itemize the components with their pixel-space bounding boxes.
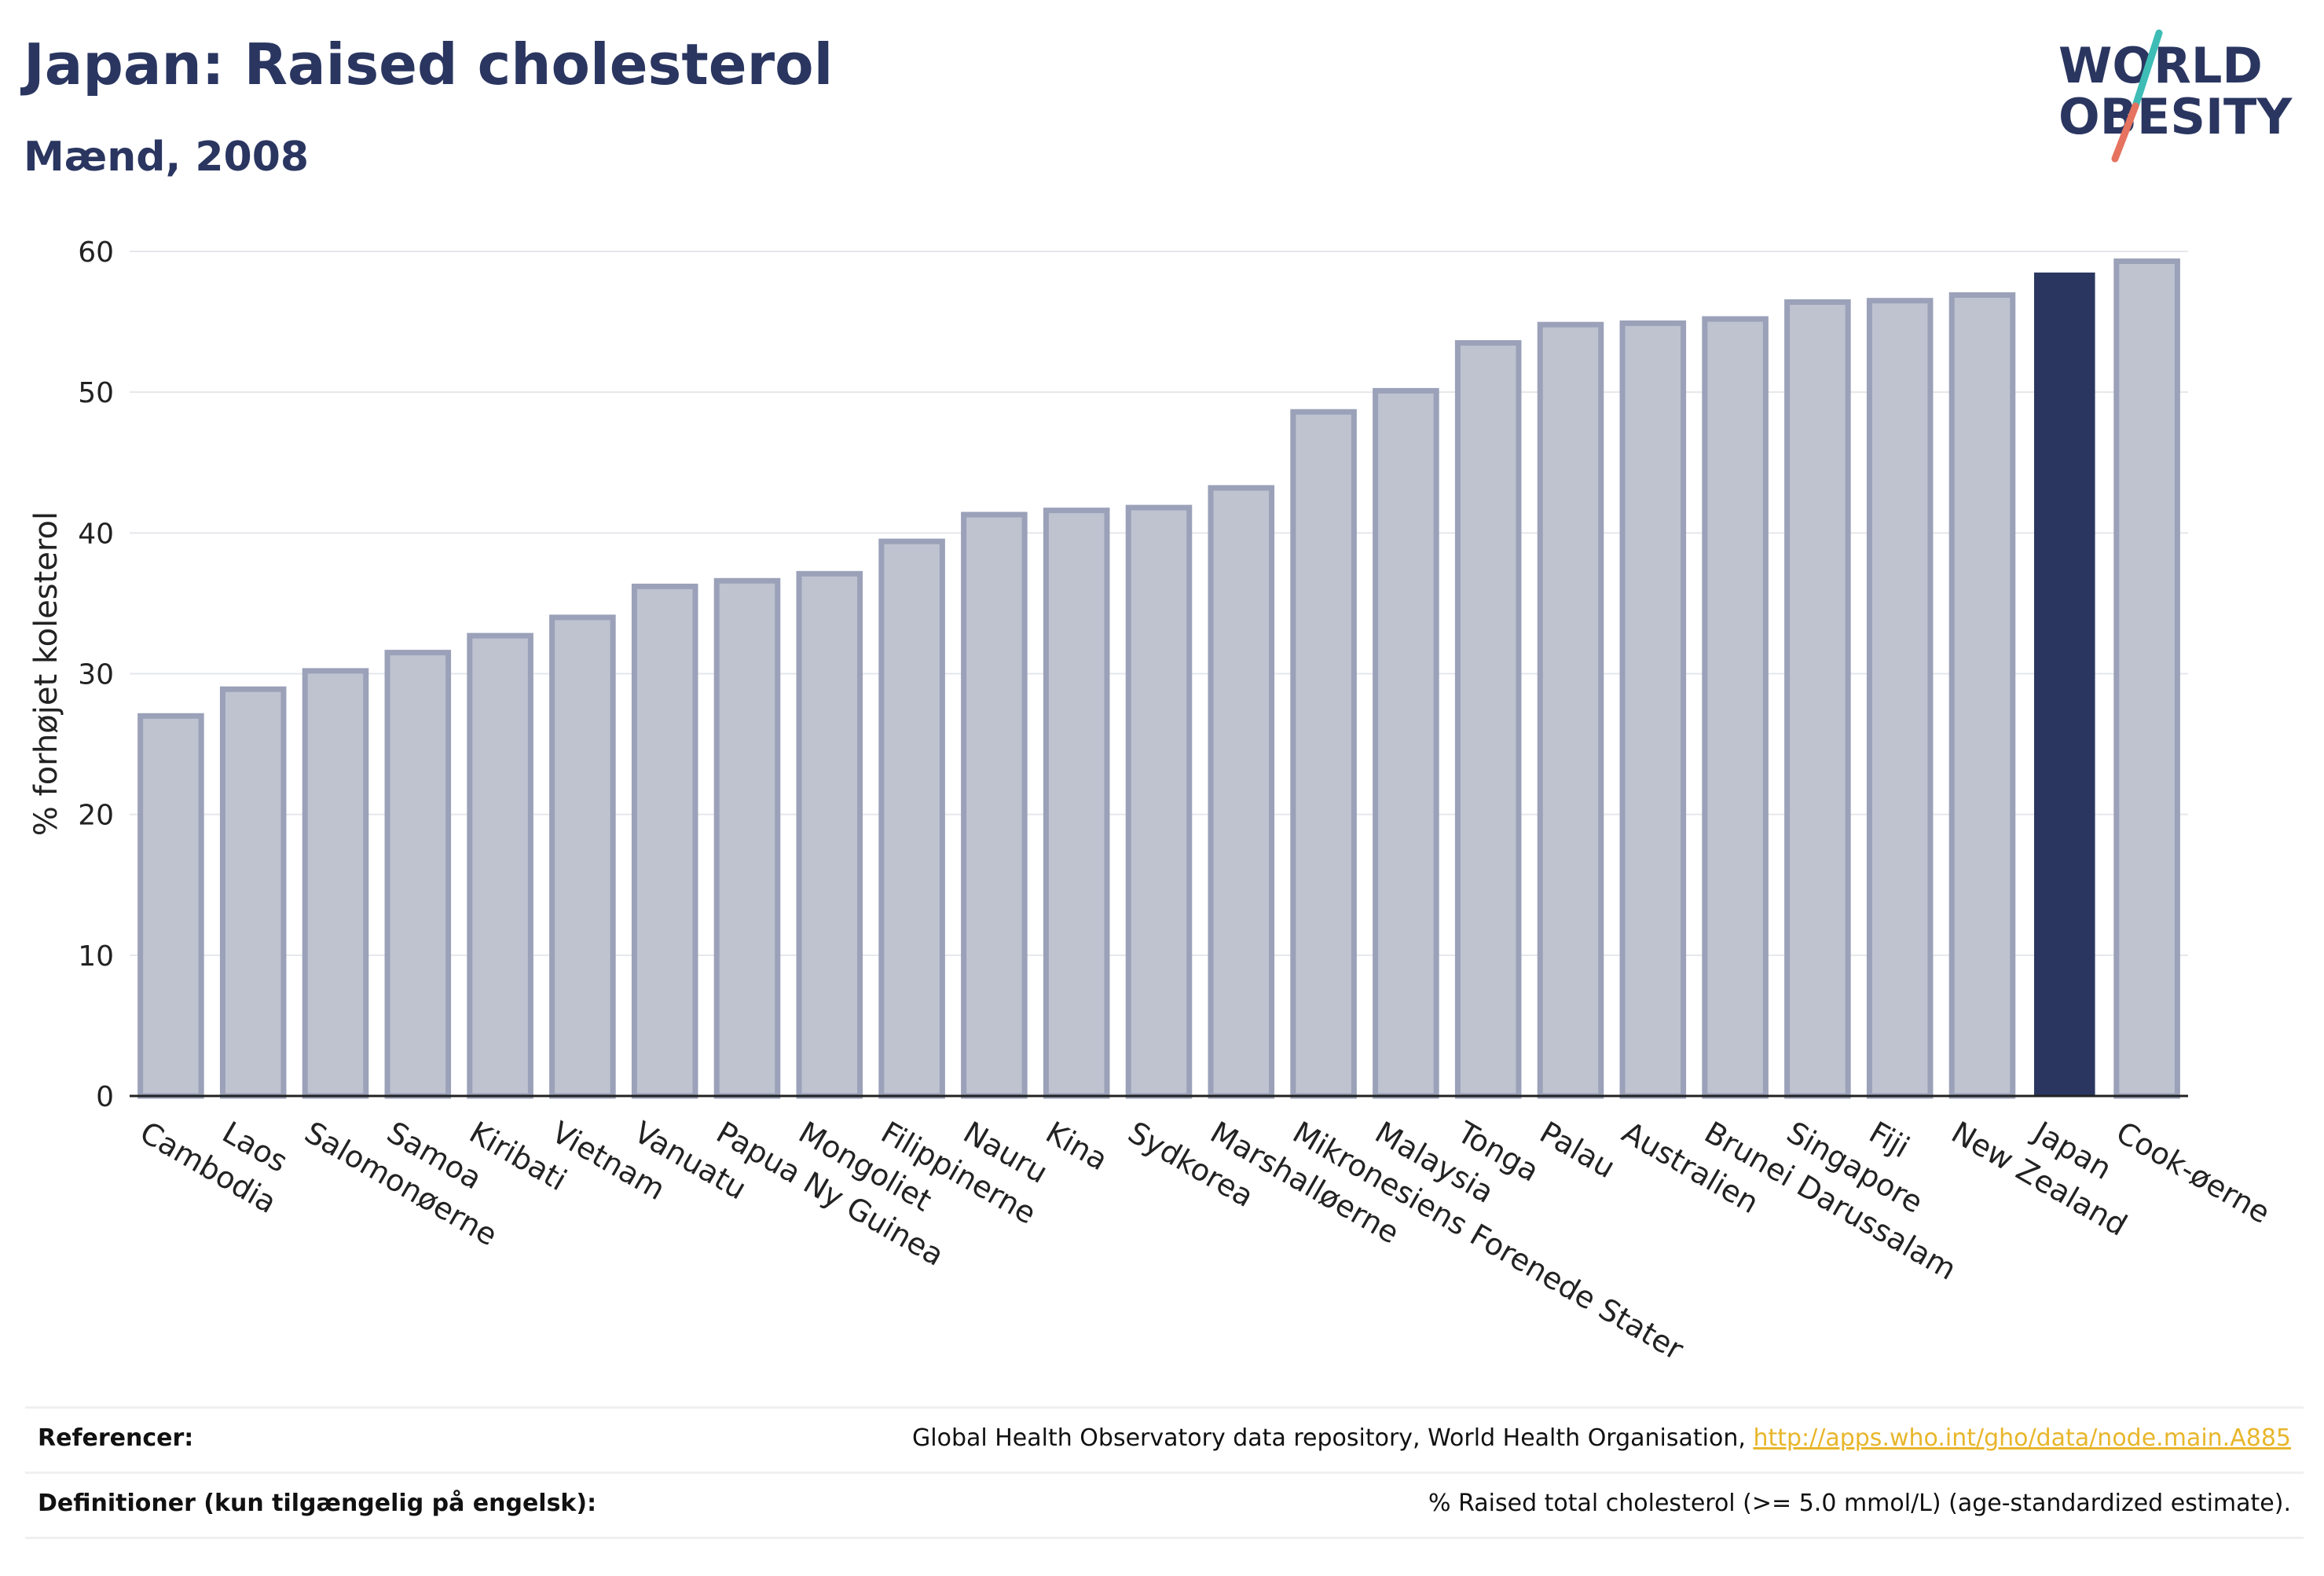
y-tick-label: 50 xyxy=(78,377,114,409)
bar xyxy=(1290,409,1357,1099)
y-tick-label: 40 xyxy=(78,518,114,550)
bar xyxy=(1702,316,1769,1099)
bar xyxy=(1454,339,1522,1099)
references-link[interactable]: http://apps.who.int/gho/data/node.main.A… xyxy=(1753,1424,2291,1452)
bar xyxy=(713,577,781,1099)
bar xyxy=(796,570,863,1099)
x-tick-label: Kina xyxy=(1040,1115,1114,1178)
world-obesity-logo: WORLD OBESITY xyxy=(2058,29,2293,163)
x-tick-label: Cook-øerne xyxy=(2110,1115,2276,1230)
bar xyxy=(467,632,533,1099)
x-tick-label: Palau xyxy=(1534,1115,1622,1185)
y-tick-label: 10 xyxy=(78,940,114,973)
bar xyxy=(1373,387,1439,1099)
bar xyxy=(1208,485,1275,1099)
references-text: Global Health Observatory data repositor… xyxy=(912,1424,1754,1452)
bar xyxy=(549,614,616,1099)
bar xyxy=(1125,504,1193,1099)
bar xyxy=(961,511,1028,1099)
y-tick-label: 60 xyxy=(78,236,114,269)
bar xyxy=(1866,298,1934,1099)
bar xyxy=(631,583,698,1099)
y-tick-label: 20 xyxy=(78,800,114,832)
y-tick-label: 30 xyxy=(78,659,114,691)
chart-title: Japan: Raised cholesterol xyxy=(24,31,834,97)
y-tick-label: 0 xyxy=(96,1081,114,1113)
y-axis-title: % forhøjet kolesterol xyxy=(28,511,64,836)
references-label: Referencer: xyxy=(38,1424,194,1452)
bar xyxy=(878,538,945,1099)
chart-subtitle: Mænd, 2008 xyxy=(24,134,310,181)
bar xyxy=(302,668,369,1099)
bar xyxy=(1784,299,1851,1099)
references-value: Global Health Observatory data repositor… xyxy=(912,1424,2291,1452)
references-row: Referencer: Global Health Observatory da… xyxy=(25,1406,2304,1472)
bar xyxy=(137,713,204,1099)
definitions-value: % Raised total cholesterol (>= 5.0 mmol/… xyxy=(1428,1490,2291,1517)
bar xyxy=(1948,292,2016,1099)
bar xyxy=(1537,321,1604,1099)
bar xyxy=(384,650,452,1099)
logo-slash-teal xyxy=(2132,29,2163,110)
logo-slash-coral xyxy=(2111,102,2139,163)
definitions-row: Definitioner (kun tilgængelig på engelsk… xyxy=(25,1472,2304,1539)
bar-highlight xyxy=(2034,272,2095,1096)
logo-line2: OBESITY xyxy=(2058,88,2293,145)
references-table: Referencer: Global Health Observatory da… xyxy=(25,1406,2304,1539)
logo-line1: WORLD xyxy=(2058,37,2263,94)
bar xyxy=(2113,258,2180,1099)
definitions-label: Definitioner (kun tilgængelig på engelsk… xyxy=(38,1490,597,1517)
bar xyxy=(219,686,287,1099)
bar xyxy=(1043,508,1110,1099)
bar xyxy=(1619,320,1687,1099)
